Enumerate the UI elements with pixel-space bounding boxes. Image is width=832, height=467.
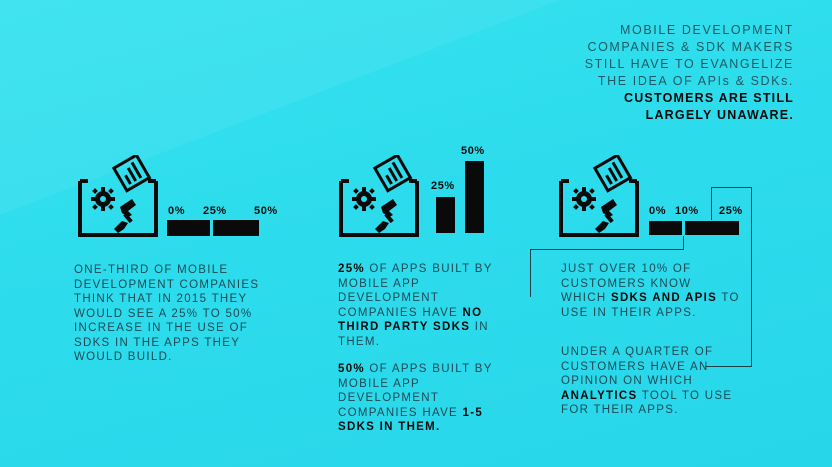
text-line: SDKs IN THE APPS THEY — [74, 336, 241, 349]
bar-chart-icon — [592, 155, 633, 193]
headline-line: COMPANIES & SDK MAKERS — [587, 40, 794, 54]
axis-tick: 25% — [203, 205, 227, 217]
headline-emphasis: CUSTOMERS ARE STILL — [623, 91, 794, 105]
connector-line — [530, 249, 531, 297]
bar-label: 25% — [431, 180, 455, 192]
gear-icon — [91, 187, 115, 211]
text-line: DEVELOPMENT COMPANIES — [74, 278, 260, 291]
connector-line — [683, 236, 684, 250]
text-line: USE IN THEIR APPS. — [561, 306, 697, 319]
text-span: OF APPS BUILT BY — [364, 263, 493, 275]
emphasis: ANALYTICS — [561, 389, 638, 402]
section1-description: ONE-THIRD OF MOBILE DEVELOPMENT COMPANIE… — [74, 263, 304, 365]
gear-icon — [352, 187, 376, 211]
chart-bar — [465, 161, 484, 233]
text-line: THEM. — [338, 335, 381, 348]
connector-line — [751, 187, 752, 367]
text-line: UNDER A QUARTER OF — [561, 346, 714, 358]
connector-line — [705, 366, 752, 367]
sdk-toolbox-icon — [78, 155, 158, 237]
text-span: OF APPS BUILT BY — [364, 363, 493, 375]
text-span: TO — [717, 292, 740, 304]
text-line: INCREASE IN THE USE OF — [74, 322, 249, 334]
hammer-icon — [601, 199, 617, 224]
headline-line: STILL HAVE TO EVANGELIZE — [584, 57, 794, 71]
hammer-icon — [381, 199, 397, 224]
hammer-icon — [120, 199, 136, 224]
text-line: DEVELOPMENT — [338, 392, 440, 404]
emphasis: SDKs AND APIs — [610, 292, 718, 304]
section2-paragraph2: 50% OF APPS BUILT BY MOBILE APP DEVELOPM… — [338, 362, 538, 435]
headline-emphasis: LARGELY UNAWARE. — [645, 108, 794, 122]
text-span: TOOL TO USE — [637, 389, 733, 402]
headline-line: THE IDEA OF APIs & SDKs. — [597, 74, 794, 88]
emphasis: 1-5 — [462, 406, 484, 419]
axis-tick: 50% — [254, 205, 278, 217]
gear-icon — [572, 187, 596, 211]
text-line: WOULD SEE A 25% TO 50% — [74, 307, 253, 320]
sdk-toolbox-icon — [339, 155, 419, 237]
percent-value: 25% — [338, 263, 365, 275]
text-line: OPINION ON WHICH — [561, 375, 693, 387]
section3-paragraph2: UNDER A QUARTER OF CUSTOMERS HAVE AN OPI… — [561, 345, 761, 418]
bar-chart-icon — [372, 155, 413, 193]
wrench-icon — [375, 221, 389, 233]
axis-tick: 0% — [168, 205, 186, 217]
axis-tick: 10% — [675, 205, 699, 217]
axis-tick: 25% — [719, 205, 743, 217]
text-span: COMPANIES HAVE — [338, 406, 463, 419]
text-line: CUSTOMERS HAVE AN — [561, 360, 709, 373]
text-span: WHICH — [561, 292, 611, 304]
text-line: CUSTOMERS KNOW — [561, 277, 692, 290]
chart-bar — [436, 197, 455, 233]
emphasis: SDKs IN THEM. — [338, 421, 441, 433]
connector-line — [711, 187, 712, 220]
text-line: ONE-THIRD OF MOBILE — [74, 264, 229, 276]
progress-bar-segment — [685, 221, 739, 235]
connector-line — [530, 249, 684, 250]
section2-paragraph1: 25% OF APPS BUILT BY MOBILE APP DEVELOPM… — [338, 262, 538, 349]
percent-value: 50% — [338, 363, 365, 375]
text-line: MOBILE APP — [338, 377, 421, 390]
text-line: THINK THAT IN 2015 THEY — [74, 293, 248, 305]
wrench-icon — [114, 221, 128, 233]
headline: MOBILE DEVELOPMENT COMPANIES & SDK MAKER… — [534, 22, 794, 124]
text-line: WOULD BUILD. — [74, 351, 173, 363]
text-span: COMPANIES HAVE — [338, 306, 463, 319]
text-line: FOR THEIR APPS. — [561, 404, 679, 416]
text-line: MOBILE APP — [338, 277, 421, 290]
emphasis: THIRD PARTY SDKs — [338, 321, 471, 333]
wrench-icon — [595, 221, 609, 233]
text-span: IN — [470, 321, 489, 333]
progress-bar-segment — [167, 220, 210, 236]
text-line: DEVELOPMENT — [338, 292, 440, 304]
axis-tick: 0% — [649, 205, 667, 217]
connector-line — [711, 187, 752, 188]
headline-line: MOBILE DEVELOPMENT — [620, 23, 794, 37]
bar-label: 50% — [461, 145, 485, 157]
sdk-toolbox-icon — [559, 155, 639, 237]
progress-bar-segment — [213, 220, 259, 236]
bar-chart-icon — [111, 155, 152, 193]
section3-paragraph1: JUST OVER 10% OF CUSTOMERS KNOW WHICH SD… — [561, 262, 761, 320]
progress-bar-segment — [649, 221, 682, 235]
emphasis: NO — [462, 306, 483, 319]
text-line: JUST OVER 10% OF — [561, 263, 692, 275]
